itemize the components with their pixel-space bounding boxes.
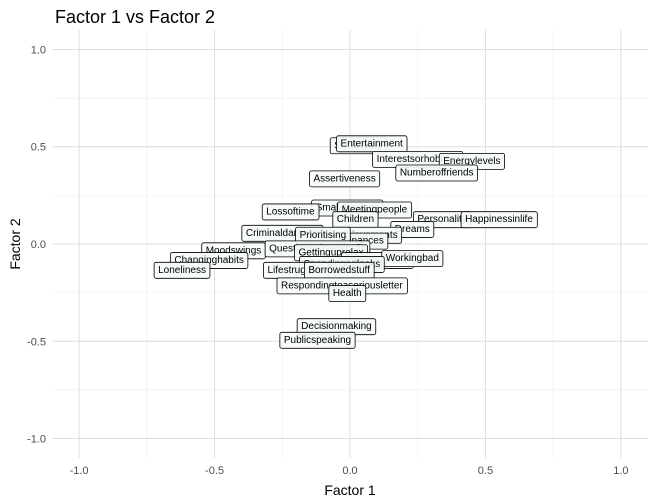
point-label-text: Meetingpeople — [342, 204, 408, 215]
point-label-text: Entertainment — [341, 138, 403, 149]
point-label-text: Numberoffriends — [400, 168, 474, 179]
y-tick-label: 0.5 — [31, 142, 46, 154]
point-label-text: Assertiveness — [313, 173, 375, 184]
y-tick-label: -1.0 — [27, 434, 46, 446]
point-label-text: Changinghabits — [174, 255, 244, 266]
point-label-box — [395, 164, 478, 182]
point-label: Borrowedstuff — [304, 261, 375, 279]
y-axis-title: Factor 2 — [7, 218, 23, 270]
point-label-text: Gettinguprelax — [299, 247, 364, 258]
point-label-text: Borrowedstuff — [308, 265, 370, 276]
point-label: Happinessinlife — [460, 211, 538, 229]
point-label-text: Lossoftime — [266, 206, 315, 217]
point-label-box — [261, 203, 320, 221]
point-label: Health — [328, 285, 367, 303]
point-labels: SocializingEntertainmentInterestsorhobbi… — [153, 135, 538, 349]
x-axis-title: Factor 1 — [324, 482, 376, 498]
point-label: Lossoftime — [261, 203, 320, 221]
point-label-text: Interestsorhobbies — [377, 154, 459, 165]
x-tick-label: 0.0 — [342, 465, 357, 477]
point-label-text: Children — [337, 214, 374, 225]
y-tick-label: -0.5 — [27, 336, 46, 348]
point-label-text: Dreams — [395, 224, 430, 235]
point-label-box — [460, 211, 538, 229]
x-tick-label: -1.0 — [70, 465, 89, 477]
point-label-box — [328, 285, 367, 303]
x-tick-label: -0.5 — [205, 465, 224, 477]
point-label-text: Lifestruggles — [267, 265, 324, 276]
point-label-text: Energylevels — [443, 156, 500, 167]
point-label-text: Workingbad — [386, 253, 439, 264]
point-label-text: Criminaldamage — [246, 228, 319, 239]
point-label-box — [279, 331, 356, 349]
point-label: Entertainment — [336, 135, 408, 153]
point-label: Assertiveness — [309, 170, 381, 188]
point-label: Loneliness — [153, 261, 211, 279]
x-tick-labels: -1.0 -0.5 0.0 0.5 1.0 — [70, 465, 629, 477]
point-label-text: Decisionmaking — [301, 321, 372, 332]
y-tick-label: 0.0 — [31, 239, 46, 251]
y-tick-label: 1.0 — [31, 44, 46, 56]
point-label: Workingbad — [381, 250, 444, 268]
point-label: Decisionmaking — [296, 318, 377, 336]
y-tick-labels: -1.0 -0.5 0.0 0.5 1.0 — [27, 44, 46, 445]
chart-title: Factor 1 vs Factor 2 — [55, 7, 215, 27]
point-label-text: Health — [333, 288, 362, 299]
x-tick-label: 0.5 — [478, 465, 493, 477]
point-label: Publicspeaking — [279, 331, 356, 349]
point-label-text: Publicspeaking — [284, 335, 351, 346]
x-tick-label: 1.0 — [613, 465, 628, 477]
point-label-text: Moodswings — [206, 245, 262, 256]
point-label-text: Prioritising — [300, 230, 347, 241]
point-label-text: Loneliness — [158, 265, 206, 276]
point-label-box — [309, 170, 381, 188]
point-label-text: Happinessinlife — [465, 214, 533, 225]
point-label: Children — [332, 211, 379, 229]
point-label-box — [153, 261, 211, 279]
point-label-text: Personality — [417, 214, 466, 225]
point-label: Numberoffriends — [395, 164, 478, 182]
point-label-box — [336, 135, 408, 153]
